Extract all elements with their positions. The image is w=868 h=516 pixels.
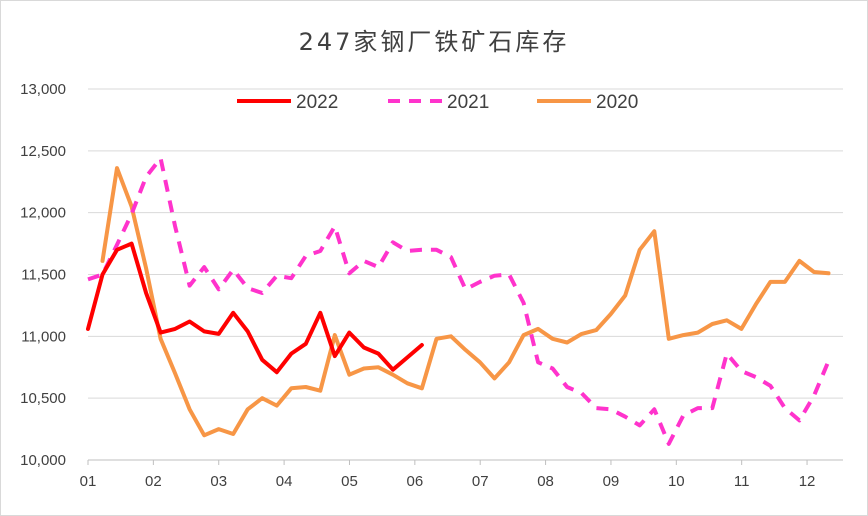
x-tick-label: 08 [537, 473, 554, 490]
legend-label-2020: 2020 [596, 92, 638, 113]
x-tick-label: 07 [472, 473, 489, 490]
x-axis: 01 02 03 04 05 06 07 08 09 10 11 12 [80, 459, 843, 490]
y-tick-label: 12,500 [20, 143, 66, 160]
x-tick-label: 05 [341, 473, 358, 490]
series-lines [86, 156, 831, 446]
y-tick-label: 10,500 [20, 390, 66, 407]
x-tick-label: 06 [406, 473, 423, 490]
y-tick-label: 11,000 [21, 328, 66, 345]
y-tick-label: 12,000 [20, 205, 66, 222]
gridlines [88, 88, 843, 399]
y-tick-label: 11,500 [21, 267, 66, 284]
x-tick-label: 09 [603, 473, 620, 490]
y-axis-ticks: 10,000 10,500 11,000 11,500 12,000 12,500 13,0… [20, 81, 66, 469]
legend-label-2021: 2021 [447, 92, 489, 113]
series-line-2022 [86, 241, 424, 375]
x-tick-label: 11 [734, 473, 750, 490]
x-tick-label: 04 [276, 473, 293, 490]
x-tick-label: 01 [80, 473, 97, 490]
series-line-2020 [100, 166, 831, 438]
legend-label-2022: 2022 [296, 92, 338, 113]
series-line-2021 [87, 156, 831, 446]
y-tick-label: 10,000 [20, 452, 66, 469]
x-tick-label: 12 [799, 473, 816, 490]
x-tick-label: 03 [210, 473, 227, 490]
x-tick-label: 02 [145, 473, 162, 490]
legend: 2022 2021 2020 [237, 92, 638, 113]
x-tick-label: 10 [668, 473, 685, 490]
y-tick-label: 13,000 [20, 81, 66, 98]
chart-title: 247家钢厂铁矿石库存 [299, 28, 570, 56]
